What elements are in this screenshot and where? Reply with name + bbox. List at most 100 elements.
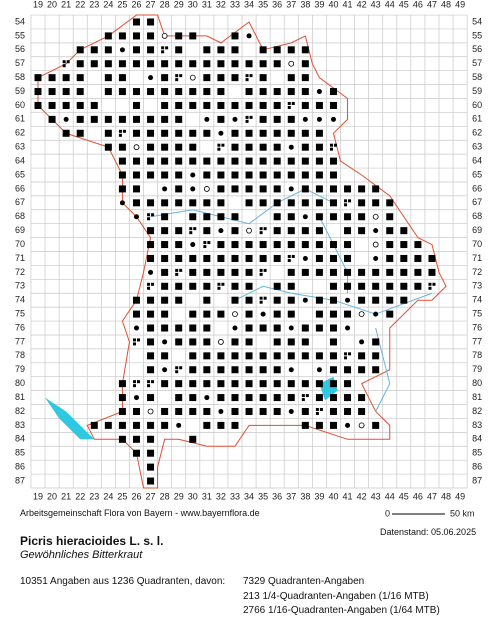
occurrence [329,157,337,165]
occurrence [104,46,112,54]
occurrence [147,88,155,96]
occurrence [175,370,179,374]
occurrence [161,199,169,207]
occurrence [315,199,323,207]
occurrence [217,394,225,402]
occurrence [245,366,253,374]
occurrence [190,242,196,248]
occurrence [132,60,140,68]
occurrence [118,129,122,133]
occurrence [400,227,408,235]
occurrence [273,115,281,123]
column-label: 43 [371,0,381,9]
row-label: 69 [472,225,482,235]
occurrence [245,88,253,96]
occurrence [245,185,253,193]
occurrence [118,435,126,443]
occurrence [231,380,239,388]
occurrence [132,46,140,54]
occurrence [147,32,155,40]
occurrence [203,241,207,245]
occurrence [372,338,380,346]
occurrence [104,421,112,429]
occurrence [273,157,281,165]
occurrence [358,311,365,318]
occurrence [175,101,183,109]
occurrence [287,296,295,304]
row-label: 77 [15,336,25,346]
occurrence [428,254,436,262]
occurrence [175,380,183,388]
occurrence [305,394,309,398]
lake [45,397,95,440]
occurrence [329,394,337,402]
column-label: 31 [202,0,212,9]
occurrence [221,143,225,147]
occurrence [203,338,211,346]
row-label: 74 [472,295,482,305]
occurrence [175,268,179,272]
occurrence [218,228,224,234]
occurrence [76,46,84,54]
occurrence [329,421,337,429]
occurrence [147,171,155,179]
occurrence [287,282,295,290]
occurrence [263,227,267,231]
column-label: 25 [117,491,127,501]
occurrence [147,46,155,54]
occurrence [315,101,323,109]
occurrence [161,171,169,179]
occurrence [217,115,225,123]
occurrence [147,384,151,388]
occurrence [203,380,211,388]
occurrence [259,115,267,123]
column-label: 30 [188,0,198,9]
occurrence [259,407,267,415]
occurrence [301,171,309,179]
occurrence [329,241,337,249]
occurrence [189,101,197,109]
occurrence [175,241,183,249]
occurrence [345,297,351,303]
occurrence [259,74,267,82]
occurrence [147,338,155,346]
occurrence [232,325,238,331]
row-label: 77 [472,336,482,346]
occurrence [147,217,151,221]
occurrence [104,143,112,151]
occurrence [428,282,432,286]
occurrence [287,310,295,318]
occurrence [372,199,380,207]
occurrence [231,227,239,235]
occurrence [400,268,408,276]
column-label: 27 [146,0,156,9]
occurrence [48,101,56,109]
occurrence [358,394,366,402]
occurrence [259,272,263,276]
occurrence [165,46,169,50]
occurrence [118,60,126,68]
row-label: 60 [15,100,25,110]
occurrence [259,366,267,374]
column-label: 28 [160,0,170,9]
occurrence [132,171,140,179]
column-label: 21 [61,491,71,501]
occurrence [301,185,309,193]
occurrence [203,421,211,429]
occurrence [319,407,323,411]
occurrence [315,213,323,221]
occurrence [288,408,294,414]
occurrence [329,254,337,262]
occurrence [147,408,154,415]
occurrence [245,296,253,304]
occurrence [273,324,281,332]
row-label: 69 [15,225,25,235]
column-label: 24 [103,0,113,9]
row-label: 72 [15,267,25,277]
occurrence [231,101,239,109]
occurrence [245,324,253,332]
occurrence [175,129,183,137]
occurrence [302,116,308,122]
occurrence [386,310,394,318]
occurrence [287,338,295,346]
